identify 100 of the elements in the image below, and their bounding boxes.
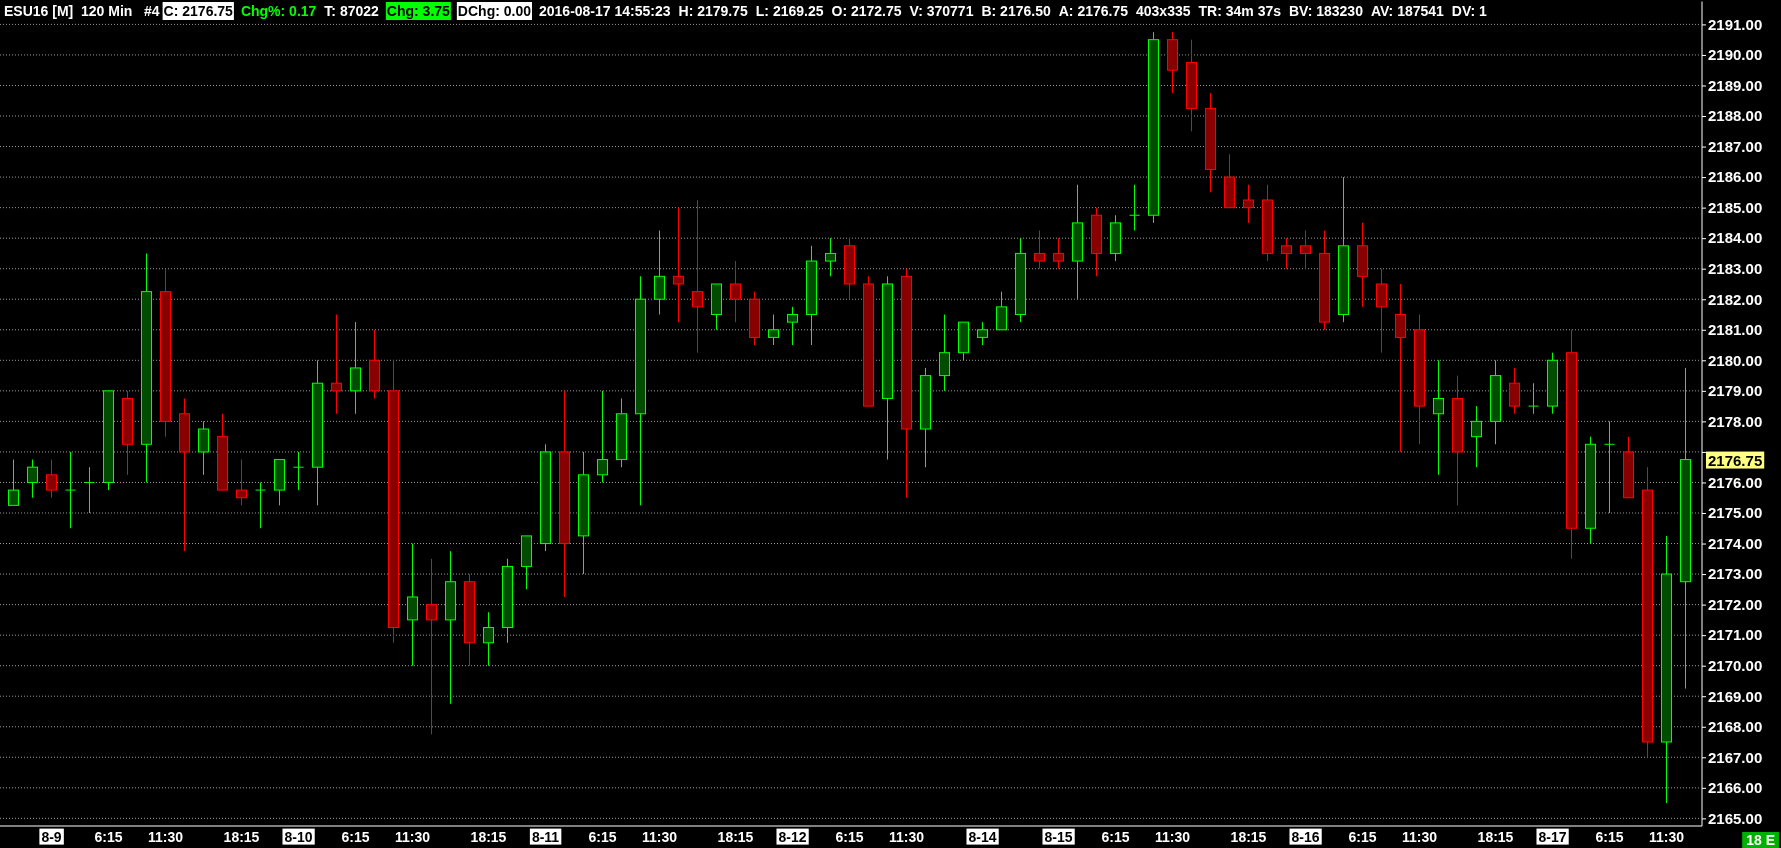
annotation: L: 2169.25 — [755, 3, 824, 19]
candlestick — [882, 275, 893, 461]
annotation: DChg: 0.00 — [457, 3, 532, 19]
y-tick-label: 2183.00 — [1708, 260, 1763, 277]
candlestick — [84, 466, 95, 514]
text: 18 E — [1746, 832, 1775, 848]
x-tick-label: 8-11 — [531, 828, 560, 845]
x-tick-label: 11:30 — [1401, 828, 1438, 845]
candlestick — [141, 252, 152, 483]
candlestick — [1585, 436, 1596, 545]
candlestick — [540, 443, 551, 552]
x-tick-label: 18:15 — [1477, 828, 1514, 845]
candlestick — [559, 390, 570, 598]
candlestick — [730, 260, 741, 323]
annotation: DV: 1 — [1451, 3, 1488, 19]
candlestick — [920, 367, 931, 468]
candlestick — [1243, 184, 1254, 224]
y-tick-label: 2188.00 — [1708, 107, 1763, 125]
x-tick-label: 6:15 — [1101, 828, 1130, 845]
x-tick-label: 18:15 — [223, 828, 260, 845]
x-tick-label: 11:30 — [641, 828, 678, 845]
candlestick — [445, 550, 456, 705]
x-tick-label: 11:30 — [394, 828, 431, 845]
candlestick — [578, 451, 589, 575]
annotation: BV: 183230 — [1289, 3, 1364, 19]
x-tick-label: 6:15 — [588, 828, 617, 845]
annotation: O: 2172.75 — [831, 3, 902, 19]
x-tick-label: 6:15 — [835, 828, 864, 845]
candlestick — [1148, 31, 1159, 224]
candlestick — [597, 390, 608, 483]
y-tick-label: 2186.00 — [1708, 168, 1763, 186]
candlestick — [1357, 222, 1368, 308]
candlestick — [749, 291, 760, 346]
annotation: AV: 187541 — [1370, 3, 1445, 19]
annotation: Chg%: 0.17 — [240, 3, 317, 19]
candlestick — [1680, 367, 1691, 690]
candlestick — [217, 413, 228, 491]
candlestick — [464, 573, 475, 667]
candlestick — [1490, 359, 1501, 445]
candlestick — [1110, 214, 1121, 262]
candlestick — [312, 359, 323, 506]
candlestick — [1471, 405, 1482, 468]
candlestick — [1262, 184, 1273, 262]
candlestick — [1205, 92, 1216, 193]
y-tick-label: 2191.00 — [1708, 15, 1763, 33]
annotation: H: 2179.75 — [678, 3, 749, 19]
candlestick — [1300, 230, 1311, 270]
y-tick-label: 2178.00 — [1708, 412, 1763, 430]
annotation: 403x335 — [1136, 3, 1191, 19]
candlestick — [65, 451, 76, 529]
y-tick-label: 2173.00 — [1708, 565, 1763, 583]
candlestick — [844, 237, 855, 300]
y-tick-label: 2185.00 — [1708, 198, 1763, 216]
candlestick — [1091, 207, 1102, 277]
candlestick — [350, 321, 361, 415]
candlestick — [483, 611, 494, 667]
candlestick — [1509, 367, 1520, 415]
x-tick-label: 18:15 — [470, 828, 507, 845]
candlestick — [1053, 237, 1064, 270]
y-tick-label: 2176.00 — [1708, 473, 1763, 491]
candlestick — [160, 268, 171, 438]
candlestick — [426, 558, 437, 735]
candlestick — [673, 207, 684, 323]
y-tick-label: 2170.00 — [1708, 656, 1763, 674]
y-tick-label: 2168.00 — [1708, 718, 1763, 736]
x-tick-label: 8-17 — [1538, 828, 1567, 845]
annotation: TR: 34m 37s — [1198, 3, 1282, 19]
x-tick-label: 6:15 — [1348, 828, 1377, 845]
x-tick-label: 18:15 — [1230, 828, 1267, 845]
candlestick — [236, 459, 247, 506]
y-tick-label: 2169.00 — [1708, 687, 1763, 705]
candlestick — [1376, 268, 1387, 354]
y-tick-label: 2190.00 — [1708, 46, 1763, 64]
y-tick-label: 2167.00 — [1708, 748, 1763, 766]
x-tick-label: 8-9 — [41, 828, 62, 845]
y-tick-label: 2180.00 — [1708, 351, 1763, 369]
candlestick — [977, 321, 988, 346]
y-tick-label: 2181.00 — [1708, 321, 1763, 339]
candlestick — [1072, 184, 1083, 300]
candlestick — [1129, 184, 1140, 232]
candlestick — [825, 237, 836, 277]
candlestick — [1642, 466, 1653, 758]
candlestick — [274, 459, 285, 506]
annotation: A: 2176.75 — [1058, 3, 1129, 19]
annotation: C: 2176.75 — [163, 3, 234, 19]
candlestick — [255, 481, 266, 529]
candlestick — [692, 199, 703, 354]
candlestick — [1281, 237, 1292, 270]
candlestick — [1224, 153, 1235, 209]
y-tick-label: 2187.00 — [1708, 137, 1763, 155]
candlestick — [1034, 230, 1045, 270]
x-tick-label: 11:30 — [888, 828, 925, 845]
x-tick-label: 6:15 — [94, 828, 123, 845]
x-tick-label: 6:15 — [341, 828, 370, 845]
y-tick-label: 2174.00 — [1708, 534, 1763, 552]
candlestick — [1661, 535, 1672, 804]
candlestick — [1623, 436, 1634, 499]
candlestick — [293, 451, 304, 491]
annotation: T: 87022 — [324, 3, 380, 19]
candlestick — [1433, 359, 1444, 476]
